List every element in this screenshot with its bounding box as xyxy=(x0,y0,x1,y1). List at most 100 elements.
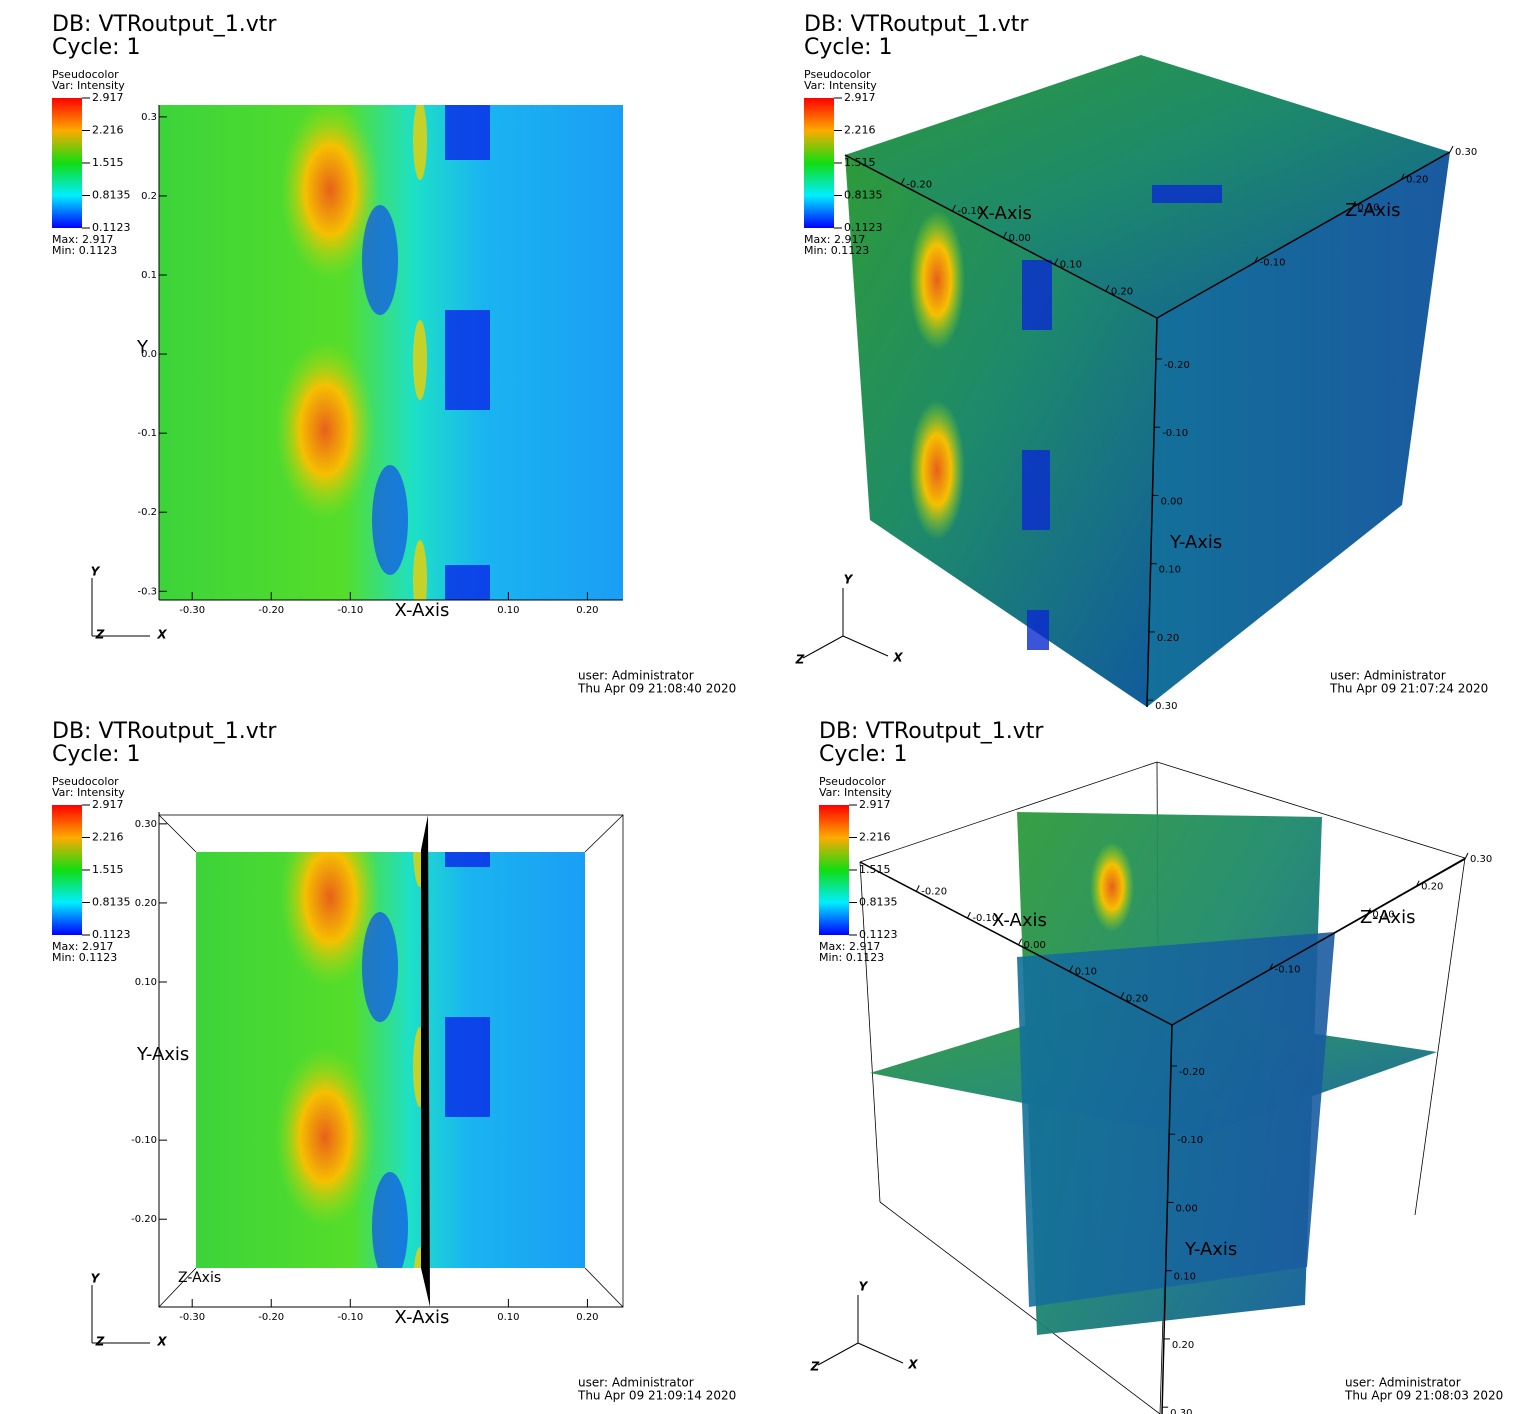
cold-region xyxy=(445,565,490,600)
legend-tick-label: 1.515 xyxy=(92,156,124,169)
legend-var: Var: Intensity xyxy=(804,79,877,92)
cold-region xyxy=(1022,450,1050,530)
cold-region xyxy=(445,852,490,867)
pseudocolor-field xyxy=(196,852,585,1312)
axis-tick xyxy=(1415,880,1420,887)
z-axis-title: Z-Axis xyxy=(1345,200,1400,221)
warm-streak xyxy=(413,540,427,600)
axis-tick-label: 0.10 xyxy=(1159,565,1181,576)
axis-tick xyxy=(1351,201,1356,208)
plot-panel: -0.30 -0.20 -0.10 0.10 0.20 0.3 0.2 0.1 0.0 -0.1 -… xyxy=(52,12,736,696)
axis-tick-label: -0.20 xyxy=(921,886,947,897)
database-label: DB: VTRoutput_1.vtr xyxy=(804,12,1029,37)
axis-tick xyxy=(1054,258,1059,265)
axis-tick-label: 0.10 xyxy=(1060,260,1082,271)
x-tick-label: -0.10 xyxy=(337,1312,363,1323)
cycle-label: Cycle: 1 xyxy=(804,35,893,60)
box-edge xyxy=(584,1267,624,1308)
axis-tick-label: 0.20 xyxy=(1172,1340,1194,1351)
axis-tick xyxy=(1003,231,1008,239)
user-info: user: Administrator xyxy=(578,1376,694,1390)
cold-streak xyxy=(362,912,398,1022)
cycle-label: Cycle: 1 xyxy=(52,742,141,767)
axis-tick xyxy=(1269,963,1274,970)
axis-tick-label: 0.10 xyxy=(1075,967,1097,978)
triad-label: X xyxy=(156,1335,167,1349)
axis-tick-label: 0.20 xyxy=(1406,175,1428,186)
x-tick-label: 0.10 xyxy=(497,605,519,616)
axis-tick-label: 0.00 xyxy=(1175,1203,1197,1214)
x-tick-label: -0.10 xyxy=(337,605,363,616)
legend-var: Var: Intensity xyxy=(52,79,125,92)
axis-line xyxy=(844,154,1158,319)
legend-min: Min: 0.1123 xyxy=(819,951,884,964)
color-bar xyxy=(819,805,849,935)
axis-tick-label: 0.10 xyxy=(1372,909,1394,920)
axis-tick xyxy=(1449,145,1454,153)
cold-region xyxy=(445,1017,490,1117)
cycle-label: Cycle: 1 xyxy=(819,742,908,767)
legend-title: Pseudocolor xyxy=(52,68,119,81)
x-tick-label: 0.10 xyxy=(497,1312,519,1323)
x-axis-title: X-Axis xyxy=(977,203,1032,224)
user-info: user: Administrator xyxy=(578,669,694,683)
database-label: DB: VTRoutput_1.vtr xyxy=(52,719,277,744)
z-axis-title: Z-Axis xyxy=(1360,907,1415,928)
axis-tick xyxy=(1366,908,1371,915)
database-label: DB: VTRoutput_1.vtr xyxy=(52,12,277,37)
slice-plane xyxy=(1017,932,1335,1307)
y-tick-label: 0.30 xyxy=(135,819,157,830)
cold-streak xyxy=(372,1172,408,1268)
x-tick-label: 0.20 xyxy=(576,605,598,616)
triad-label: Y xyxy=(844,573,854,587)
triad-axis xyxy=(817,1342,859,1366)
plot-panel: -0.20 -0.10 0.00 0.10 0.20 0.30 0.20 0.10 0.00 -0… xyxy=(795,12,1489,712)
axis-tick-label: 0.20 xyxy=(1421,882,1443,893)
axis-tick-label: -0.10 xyxy=(1177,1135,1203,1146)
cold-region xyxy=(1022,260,1052,330)
axis-tick-label: 0.30 xyxy=(1170,1408,1192,1414)
axis-tick-label: 0.00 xyxy=(1024,940,1046,951)
legend-tick-label: 1.515 xyxy=(92,863,124,876)
x-tick-label: -0.20 xyxy=(258,605,284,616)
legend-tick-label: 2.216 xyxy=(92,123,124,136)
axis-tick-label: 0.20 xyxy=(1111,286,1133,297)
axis-tick-label: 0.10 xyxy=(1174,1272,1196,1283)
cold-region xyxy=(445,1272,490,1312)
axis-tick xyxy=(1464,852,1469,860)
y-tick-label: 0.1 xyxy=(141,270,157,281)
x-axis-title: X-Axis xyxy=(395,600,450,621)
y-tick-label: 0.3 xyxy=(141,112,157,123)
box-edge xyxy=(158,1267,197,1308)
legend-tick-label: 2.917 xyxy=(92,91,124,104)
cycle-label: Cycle: 1 xyxy=(52,35,141,60)
y-tick-label: 0.10 xyxy=(135,977,157,988)
axis-tick-label: 0.30 xyxy=(1155,701,1177,712)
y-tick-label: -0.1 xyxy=(137,428,157,439)
axis-tick-label: -0.10 xyxy=(1275,965,1301,976)
hot-spot xyxy=(280,852,380,987)
triad-label: X xyxy=(892,651,903,665)
axis-tick xyxy=(966,911,971,919)
legend-min: Min: 0.1123 xyxy=(52,244,117,257)
x-tick-label: -0.20 xyxy=(258,1312,284,1323)
warm-streak xyxy=(413,320,427,400)
axis-line xyxy=(859,861,1173,1026)
triad-axis xyxy=(857,1342,904,1364)
user-info: user: Administrator xyxy=(1345,1376,1461,1390)
legend-max: Max: 2.917 xyxy=(52,233,113,246)
triad-label: X xyxy=(156,628,167,642)
y-tick-label: -0.20 xyxy=(131,1214,157,1225)
axis-tick xyxy=(915,885,920,892)
legend-tick-label: 2.917 xyxy=(859,798,891,811)
axis-tick-label: -0.20 xyxy=(1164,360,1190,371)
cold-streak xyxy=(372,465,408,575)
cold-streak xyxy=(362,205,398,315)
x-axis-title: X-Axis xyxy=(395,1307,450,1328)
box-edge xyxy=(879,1201,1161,1414)
box-edge xyxy=(859,761,1158,863)
legend-tick-label: 2.917 xyxy=(844,91,876,104)
axis-tick-label: 0.20 xyxy=(1126,993,1148,1004)
y-axis-title: Y xyxy=(136,337,149,358)
